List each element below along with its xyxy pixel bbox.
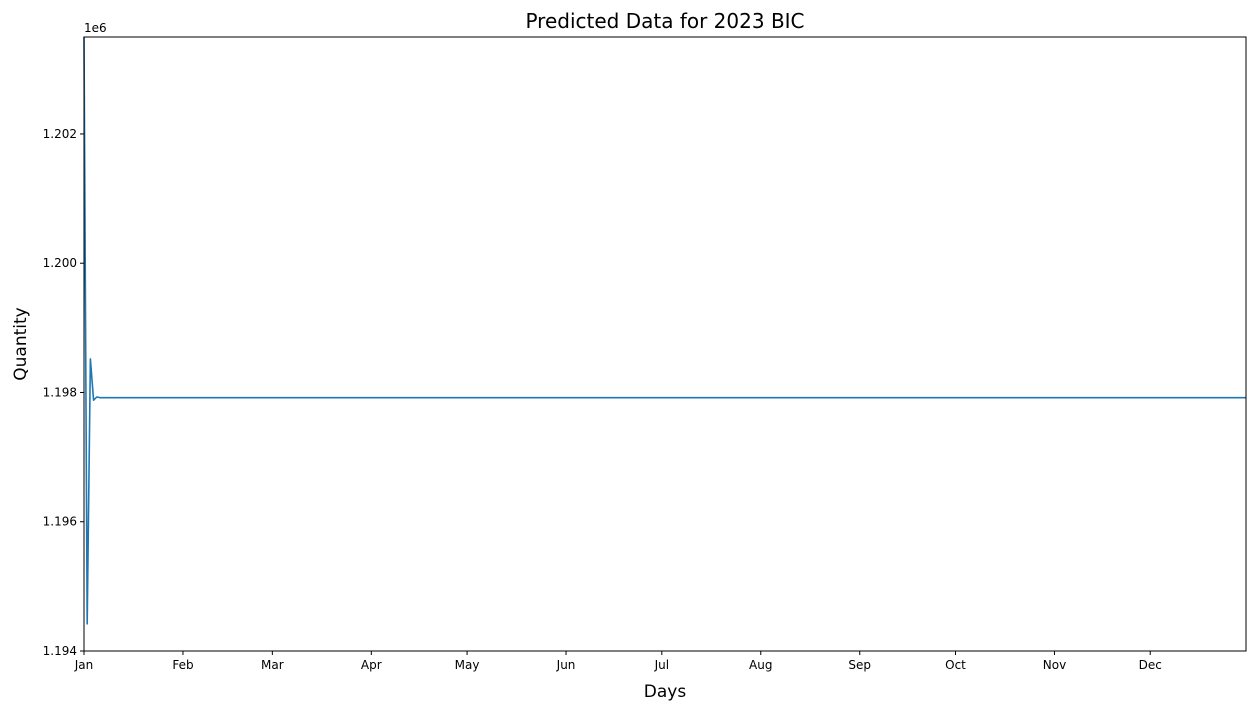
plot-content bbox=[83, 36, 1246, 625]
x-tick-label: Feb bbox=[172, 658, 193, 672]
y-tick-label: 1.196 bbox=[43, 515, 77, 529]
x-tick-label: Dec bbox=[1139, 658, 1162, 672]
x-tick-label: Apr bbox=[361, 658, 382, 672]
y-tick-label: 1.202 bbox=[43, 127, 77, 141]
x-tick-label: Sep bbox=[848, 658, 871, 672]
y-axis-title: Quantity bbox=[11, 307, 31, 380]
chart-title: Predicted Data for 2023 BIC bbox=[525, 9, 804, 33]
x-tick-label: Jul bbox=[654, 658, 669, 672]
y-tick-label: 1.194 bbox=[43, 644, 77, 658]
x-axis-title: Days bbox=[644, 682, 687, 702]
plot-frame bbox=[83, 36, 1247, 652]
x-tick-label: Aug bbox=[749, 658, 772, 672]
x-axis: Jan Feb Mar Apr May Jun Jul Aug Sep Oct Nov Dec bbox=[74, 651, 1162, 672]
y-axis: 1.194 1.196 1.198 1.200 1.202 bbox=[43, 127, 84, 658]
x-tick-label: Oct bbox=[945, 658, 966, 672]
x-tick-label: May bbox=[455, 658, 480, 672]
x-tick-label: Jun bbox=[556, 658, 576, 672]
y-tick-label: 1.200 bbox=[43, 256, 77, 270]
y-offset-label: 1e6 bbox=[84, 21, 107, 35]
series-line-0 bbox=[83, 36, 1246, 625]
x-tick-label: Mar bbox=[261, 658, 284, 672]
y-tick-label: 1.198 bbox=[43, 385, 77, 399]
x-tick-label: Jan bbox=[74, 658, 94, 672]
x-tick-label: Nov bbox=[1043, 658, 1066, 672]
